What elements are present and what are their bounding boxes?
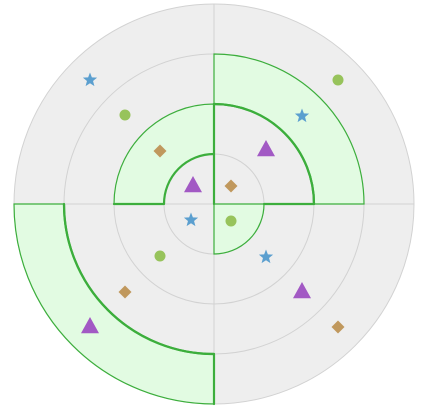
diamond-piece-ring4-bottom-right[interactable]	[331, 320, 345, 334]
star-piece-ring1-bottom-left[interactable]	[183, 212, 199, 227]
triangle-piece-ring1-top-left[interactable]	[184, 176, 202, 193]
highlight-border-edge-c	[212, 102, 316, 206]
diamond-piece-ring2-top-left[interactable]	[153, 144, 167, 158]
diamond-piece-ring1-top-right[interactable]	[224, 179, 238, 193]
highlight-cell-ring1-bottom-right[interactable]	[213, 203, 265, 255]
circle-piece-ring1-bottom-right[interactable]	[225, 215, 237, 227]
pieces	[81, 72, 345, 334]
highlight-inner-edge-ring2-top-left	[162, 152, 215, 205]
diamond-piece-ring3-bottom-left[interactable]	[118, 285, 132, 299]
highlight-border-edge-f	[62, 202, 216, 356]
star-piece-ring2-bottom-right[interactable]	[258, 249, 274, 264]
star-piece-ring4-top-left[interactable]	[82, 72, 98, 87]
circle-piece-ring2-bottom-left[interactable]	[154, 250, 166, 262]
triangle-piece-ring2-top-right[interactable]	[257, 140, 275, 157]
triangle-piece-ring3-bottom-right[interactable]	[293, 282, 311, 299]
triangle-piece-ring4-bottom-left[interactable]	[81, 317, 99, 334]
star-piece-ring3-top-right[interactable]	[294, 108, 310, 123]
highlighted-cells	[13, 53, 365, 406]
circle-piece-ring3-top-left[interactable]	[119, 109, 131, 121]
circle-piece-ring4-top-right[interactable]	[332, 74, 344, 86]
